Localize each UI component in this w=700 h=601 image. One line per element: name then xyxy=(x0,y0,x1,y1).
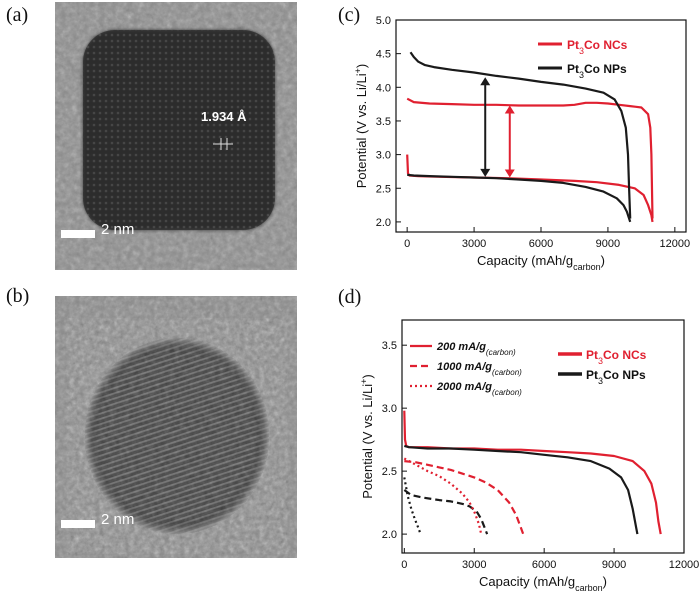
scale-bar-label-a: 2 nm xyxy=(101,221,135,238)
y-tick-label-d-2: 3.0 xyxy=(382,403,397,415)
y-tick-label-c-2: 3.0 xyxy=(376,150,391,162)
x-axis-label-d: Capacity (mAh/gcarbon) xyxy=(479,574,607,593)
x-tick-label-d-0: 0 xyxy=(401,559,407,571)
scale-bar-label-b: 2 nm xyxy=(101,511,135,528)
series-line-c-3 xyxy=(409,51,632,219)
x-tick-label-d-2: 6000 xyxy=(532,559,556,571)
y-axis-label-c: Potential (V vs. Li/Li+) xyxy=(353,64,369,189)
x-axis-label-c: Capacity (mAh/gcarbon) xyxy=(477,253,605,272)
legend-label-c-0: Pt3Co NCs xyxy=(567,38,628,56)
y-tick-label-c-6: 5.0 xyxy=(376,15,391,27)
x-tick-label-d-4: 12000 xyxy=(669,559,700,571)
y-tick-label-c-1: 2.5 xyxy=(376,183,391,195)
series-line-c-1 xyxy=(406,97,654,219)
rate-legend-label-1: 1000 mA/g(carbon) xyxy=(437,361,522,377)
x-tick-label-d-1: 3000 xyxy=(462,559,486,571)
tem-image-a: 1.934 Å 2 nm xyxy=(55,2,297,270)
double-arrow-head-top-c-0 xyxy=(480,77,491,86)
y-axis-label-d: Potential (V vs. Li/Li+) xyxy=(359,374,375,499)
series-line-d-0 xyxy=(403,410,662,535)
chart-d: 0 3000 6000 9000 12000 2.0 2.5 3.0 3.5 Capacity (… xyxy=(359,319,700,593)
legend-label-d-0: Pt3Co NCs xyxy=(586,348,647,366)
double-arrow-head-top-c-1 xyxy=(504,105,515,114)
x-tick-label-d-3: 9000 xyxy=(602,559,626,571)
rate-legend-label-0: 200 mA/g(carbon) xyxy=(436,341,516,357)
legend-label-d-1: Pt3Co NPs xyxy=(586,368,646,386)
x-tick-label-c-4: 12000 xyxy=(660,238,691,250)
series-line-d-3 xyxy=(403,489,489,535)
series-line-d-4 xyxy=(403,457,483,535)
y-tick-label-c-0: 2.0 xyxy=(376,217,391,229)
chart-c: 0 3000 6000 9000 12000 2.0 2.5 3.0 3.5 4.0 4.5 5.0 C… xyxy=(353,15,691,272)
series-line-d-1 xyxy=(404,444,639,535)
y-tick-label-c-3: 3.5 xyxy=(376,116,391,128)
y-tick-label-d-3: 3.5 xyxy=(382,340,397,352)
y-tick-label-d-0: 2.0 xyxy=(382,529,397,541)
series-line-d-2 xyxy=(404,460,525,535)
x-tick-label-c-2: 6000 xyxy=(529,238,553,250)
legend-label-c-1: Pt3Co NPs xyxy=(567,62,627,80)
panel-c-label: (c) xyxy=(338,4,361,26)
x-tick-label-c-3: 9000 xyxy=(596,238,620,250)
x-tick-label-c-1: 3000 xyxy=(462,238,486,250)
double-arrow-head-bottom-c-1 xyxy=(504,169,515,178)
y-tick-label-c-5: 4.5 xyxy=(376,49,391,61)
y-tick-label-c-4: 4.0 xyxy=(376,82,391,94)
panel-d-label: (d) xyxy=(338,286,362,308)
rate-legend-label-2: 2000 mA/g(carbon) xyxy=(436,381,522,397)
y-tick-label-d-1: 2.5 xyxy=(382,466,397,478)
tem-image-a-graphic xyxy=(55,2,297,270)
double-arrow-head-bottom-c-0 xyxy=(480,168,491,177)
lattice-spacing-label: 1.934 Å xyxy=(201,109,247,124)
plot-frame-c xyxy=(395,19,687,233)
x-tick-label-c-0: 0 xyxy=(404,238,410,250)
series-line-c-2 xyxy=(407,173,632,223)
tem-image-b-graphic xyxy=(55,296,297,558)
panel-a-label: (a) xyxy=(6,4,29,26)
plot-frame-d xyxy=(401,319,685,554)
panel-b-label: (b) xyxy=(6,285,30,307)
series-line-c-0 xyxy=(406,154,654,223)
series-line-d-5 xyxy=(403,477,422,535)
tem-image-b: 2 nm xyxy=(55,296,297,558)
